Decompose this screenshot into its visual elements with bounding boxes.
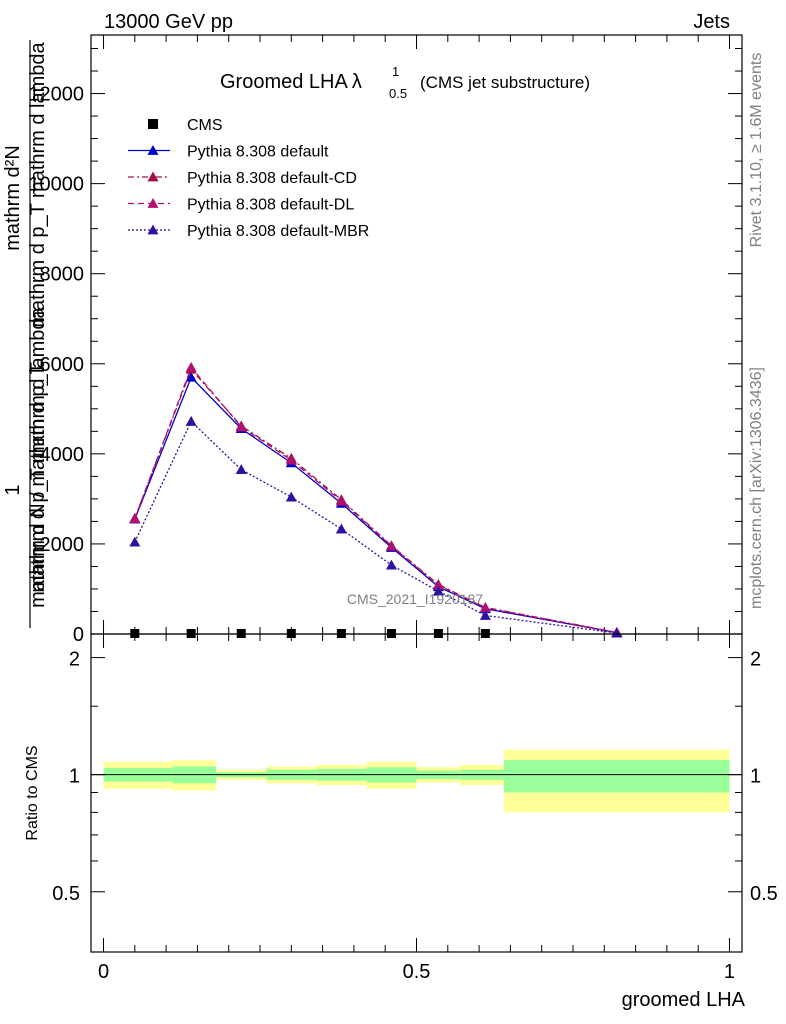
- mcplots-label: mcplots.cern.ch [arXiv:1306.3436]: [748, 367, 765, 609]
- series-line-pythia-8-308-default-mbr: [134, 420, 617, 634]
- ylabel-frac-den: mathrm d N / mathrm d p_T: [27, 362, 49, 608]
- ratio-y-tick-label-right: 0.5: [750, 883, 778, 905]
- ylabel-mid1: mathrm d p_T mathrm d lambda: [27, 41, 49, 327]
- y-tick-label: 0: [73, 624, 84, 646]
- x-axis-label: groomed LHA: [622, 989, 746, 1011]
- series-marker-pythia-8-308-default-mbr: [185, 415, 197, 426]
- series-marker-pythia-8-308-default-dl: [385, 540, 397, 551]
- legend-marker-pythia-8-308-default-dl: [147, 198, 159, 208]
- legend-label-pythia-8-308-default-dl: Pythia 8.308 default-DL: [187, 197, 354, 214]
- header-jets: Jets: [693, 11, 730, 33]
- series-marker-pythia-8-308-default-mbr: [129, 536, 141, 547]
- legend-label-cms: CMS: [187, 117, 223, 134]
- chart-title-sup: 1: [392, 64, 399, 79]
- x-tick-label: 1: [724, 961, 735, 983]
- series-marker-pythia-8-308-default-mbr: [611, 627, 623, 638]
- y-tick-label: 8000: [40, 264, 85, 286]
- series-marker-pythia-8-308-default-dl: [479, 602, 491, 613]
- ratio-band-inner: [504, 760, 730, 793]
- ratio-y-tick-label: 0.5: [52, 883, 80, 905]
- ylabel-frac-num: 1: [2, 484, 24, 495]
- ratio-y-tick-label-right: 1: [750, 766, 761, 788]
- chart-subtitle: (CMS jet substructure): [420, 73, 590, 92]
- legend-label-pythia-8-308-default-mbr: Pythia 8.308 default-MBR: [187, 223, 369, 240]
- series-marker-pythia-8-308-default-dl: [185, 361, 197, 372]
- ylabel-top: mathrm d²N: [2, 145, 24, 251]
- series-marker-pythia-8-308-default-mbr: [235, 464, 247, 475]
- series-marker-pythia-8-308-default-dl: [335, 495, 347, 506]
- series-marker-pythia-8-308-default-mbr: [479, 610, 491, 620]
- series-marker-pythia-8-308-default-mbr: [335, 523, 347, 534]
- header-energy: 13000 GeV pp: [104, 11, 233, 33]
- x-tick-label: 0.5: [403, 961, 431, 983]
- x-tick-label: 0: [98, 961, 109, 983]
- legend-label-pythia-8-308-default: Pythia 8.308 default: [187, 144, 329, 161]
- rivet-label: Rivet 3.1.10, ≥ 1.6M events: [748, 53, 765, 248]
- series-marker-pythia-8-308-default-mbr: [385, 559, 397, 570]
- series-marker-pythia-8-308-default-dl: [235, 421, 247, 432]
- legend: CMS Pythia 8.308 default Pythia 8.308 defa…: [128, 117, 369, 240]
- series-marker-pythia-8-308-default-dl: [129, 513, 141, 524]
- series-marker-pythia-8-308-default-mbr: [285, 491, 297, 502]
- analysis-watermark: CMS_2021_I1920187: [347, 591, 483, 607]
- legend-marker-cms: [148, 119, 158, 129]
- chart-title-sub: 0.5: [389, 86, 407, 101]
- legend-marker-pythia-8-308-default: [147, 145, 159, 155]
- series-marker-pythia-8-308-default-mbr: [432, 585, 444, 596]
- ratio-y-tick-label-right: 2: [750, 649, 761, 671]
- y-tick-label: 6000: [40, 354, 85, 376]
- y-tick-label: 4000: [40, 444, 85, 466]
- ylabel-mid2: mathrm d p_T mathrm d lambda: [27, 306, 49, 592]
- legend-marker-pythia-8-308-default-cd: [147, 171, 159, 182]
- ratio-y-tick-label: 2: [69, 649, 80, 671]
- series-marker-pythia-8-308-default-dl: [285, 454, 297, 465]
- ratio-ylabel: Ratio to CMS: [24, 745, 41, 840]
- legend-label-pythia-8-308-default-cd: Pythia 8.308 default-CD: [187, 170, 357, 187]
- y-tick-label: 10000: [28, 174, 84, 196]
- series-marker-pythia-8-308-default-dl: [432, 579, 444, 590]
- y-tick-label: 12000: [28, 84, 84, 106]
- series-marker-pythia-8-308-default: [185, 371, 197, 382]
- chart-title: Groomed LHA λ: [220, 71, 362, 93]
- ratio-y-tick-label: 1: [69, 766, 80, 788]
- y-tick-label: 2000: [40, 534, 85, 556]
- legend-marker-pythia-8-308-default-mbr: [147, 224, 159, 235]
